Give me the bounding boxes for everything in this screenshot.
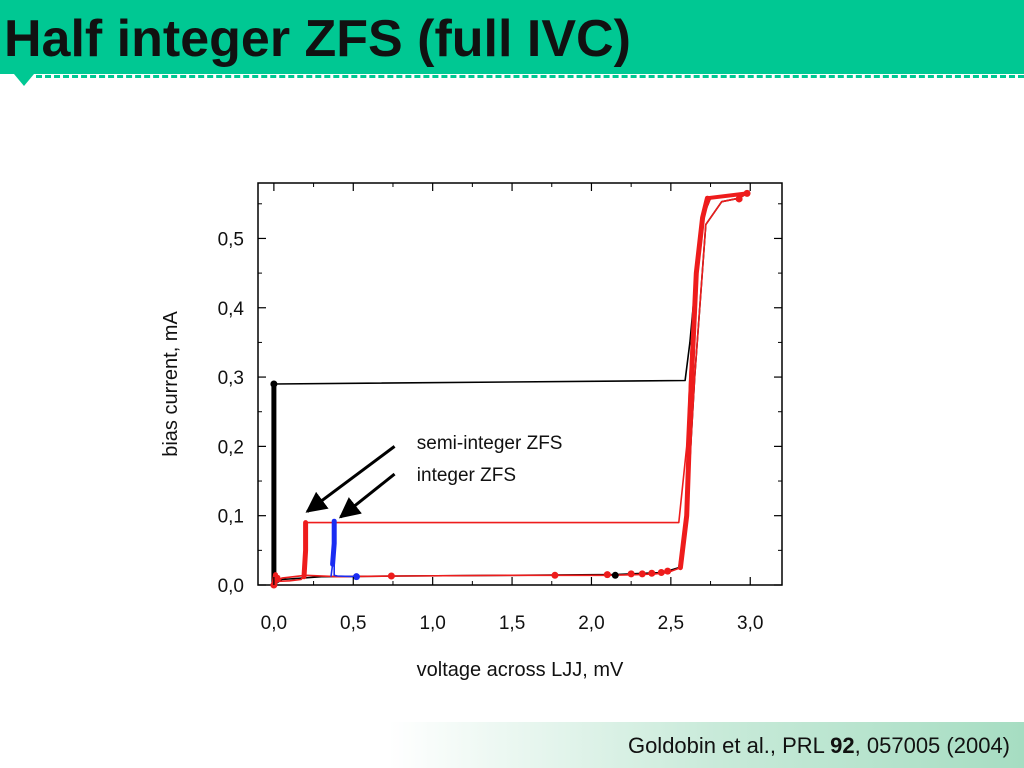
x-tick-label: 2,0 (578, 613, 604, 634)
x-tick-label: 0,0 (261, 613, 287, 634)
data-point (387, 572, 395, 580)
y-tick-label: 0,0 (218, 576, 244, 597)
citation-authors: Goldobin et al., (627, 733, 776, 758)
data-point (664, 567, 672, 575)
x-tick-label: 1,5 (499, 613, 525, 634)
y-tick-label: 0,3 (218, 368, 244, 389)
x-tick-label: 1,0 (419, 613, 445, 634)
data-point (657, 569, 665, 577)
title-notch (14, 74, 34, 86)
y-tick-label: 0,2 (218, 437, 244, 458)
data-point (638, 570, 646, 578)
red-step-branch (301, 520, 309, 580)
data-point (735, 195, 743, 203)
annotation-arrow (305, 445, 396, 513)
x-axis-label: voltage across LJJ, mV (417, 659, 624, 681)
data-point (627, 570, 635, 578)
slide-title: Half integer ZFS (full IVC) (4, 10, 631, 68)
data-point (648, 569, 656, 577)
x-tick-label: 0,5 (340, 613, 366, 634)
data-point (270, 380, 278, 388)
citation: Goldobin et al., PRL 92, 057005 (2004) (628, 733, 1010, 759)
citation-journal: PRL (782, 733, 825, 758)
title-dashed-line (36, 75, 1024, 78)
series-line-0 (273, 192, 748, 586)
data-point (273, 574, 281, 582)
footer-bar (0, 722, 1024, 768)
data-point (743, 189, 751, 197)
iv-chart: 0,0 0,5 1,0 1,5 2,0 2,5 3,0 0,0 0,1 0,2 0,3 0,4 0,5 v… (160, 182, 783, 681)
y-axis-label: bias current, mA (160, 311, 182, 457)
y-tick-label: 0,5 (218, 229, 244, 250)
red-top-branch (705, 191, 750, 201)
citation-volume: 92 (830, 733, 855, 758)
series-line-1 (273, 192, 748, 586)
data-point (551, 571, 559, 579)
y-tick-label: 0,1 (218, 507, 244, 528)
data-point (603, 571, 611, 579)
data-point (611, 571, 619, 579)
annotation-arrow (338, 472, 396, 519)
annotation-label: integer ZFS (417, 465, 516, 486)
blue-step-branch (330, 518, 337, 567)
x-tick-label: 2,5 (658, 613, 684, 634)
plot-frame (257, 182, 783, 586)
y-tick-label: 0,4 (218, 299, 245, 320)
red-gap-rise (677, 195, 710, 571)
data-point (352, 573, 360, 581)
annotation-label: semi-integer ZFS (417, 433, 563, 454)
x-tick-label: 3,0 (737, 613, 763, 634)
title-bar (0, 0, 1024, 74)
citation-rest: , 057005 (2004) (854, 733, 1010, 758)
